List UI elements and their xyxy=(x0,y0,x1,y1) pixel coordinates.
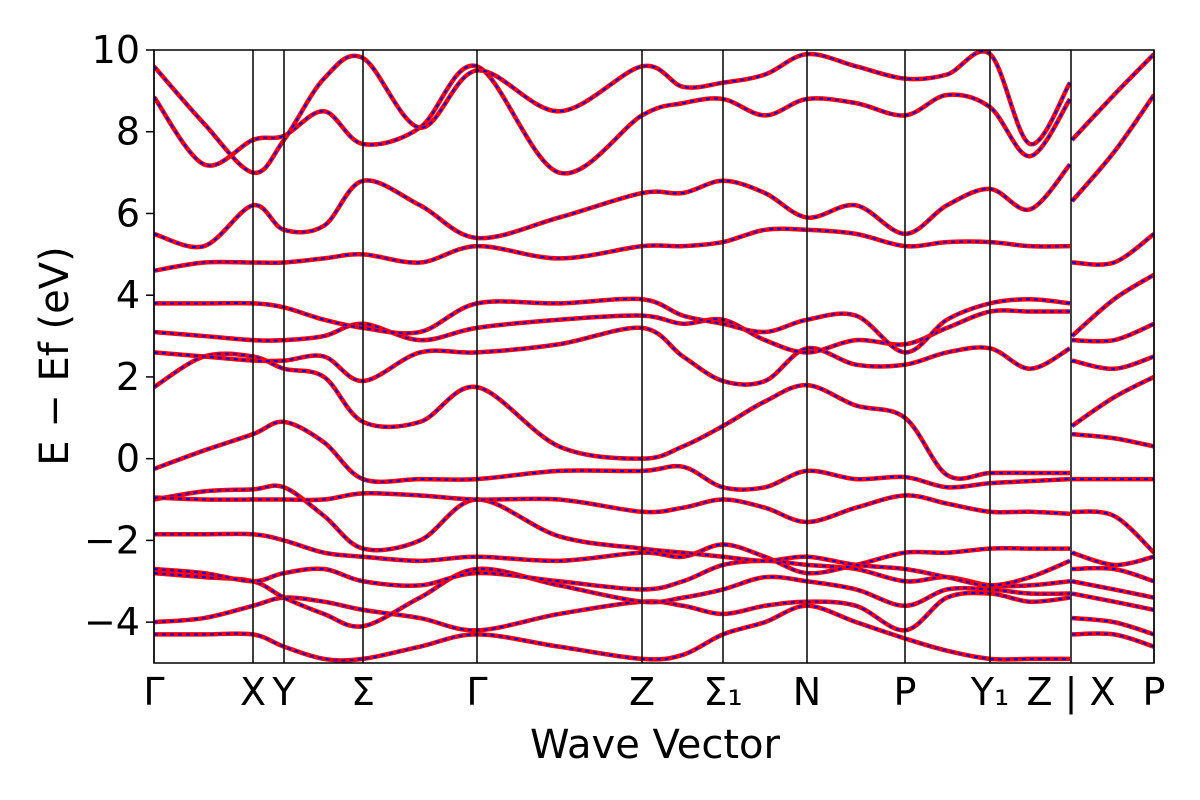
y-tick-label: 2 xyxy=(116,355,140,399)
band-line-dashed xyxy=(154,352,1154,480)
band-line-dashed xyxy=(154,604,1154,662)
band-line-dashed xyxy=(154,532,1154,583)
band-line xyxy=(154,325,1154,428)
x-tick-label: Σ xyxy=(351,670,375,714)
y-tick-label: 8 xyxy=(116,110,140,154)
band-line xyxy=(154,531,1154,584)
x-tick-label: Γ xyxy=(143,670,164,714)
band-line-dashed xyxy=(154,559,1154,599)
y-tick-label: 4 xyxy=(116,273,140,317)
band-line xyxy=(154,308,1154,372)
band-line-dashed xyxy=(154,567,1154,628)
band-line-dashed xyxy=(154,50,1154,174)
band-line-dashed xyxy=(154,163,1154,266)
band-line-dashed xyxy=(154,484,1154,587)
y-axis-label: E − Ef (eV) xyxy=(32,246,78,465)
y-tick-label: −2 xyxy=(84,518,140,562)
band-line-dashed xyxy=(154,227,1154,337)
x-tick-label: Z | X xyxy=(1026,670,1115,715)
band-line-dashed xyxy=(154,326,1154,427)
band-line xyxy=(154,50,1154,175)
band-line-dashed xyxy=(154,309,1154,370)
bands xyxy=(154,50,1154,663)
plot-frame xyxy=(153,49,1155,664)
band-line-dashed xyxy=(154,591,1154,636)
band-line xyxy=(154,351,1154,481)
band-line-dashed xyxy=(154,297,1154,354)
y-tick-label: 10 xyxy=(92,28,140,72)
x-axis-label: Wave Vector xyxy=(530,722,781,768)
x-tick-label: Γ xyxy=(466,670,487,714)
band-line xyxy=(154,162,1154,267)
band-line-dashed xyxy=(154,64,1154,202)
x-tick-label: Z xyxy=(629,670,655,714)
y-tick-label: −4 xyxy=(84,600,140,644)
band-line xyxy=(154,296,1154,355)
x-tick-label: Y xyxy=(271,670,296,714)
x-tick-label: Σ₁ xyxy=(703,670,742,714)
band-line xyxy=(154,603,1154,663)
band-line-dashed xyxy=(154,420,1154,491)
x-tick-label: P xyxy=(1143,670,1166,714)
y-tick-label: 0 xyxy=(116,437,140,481)
x-tick-label: N xyxy=(793,670,821,714)
band-line-dashed xyxy=(154,492,1154,554)
y-tick-label: 6 xyxy=(116,191,140,235)
x-tick-label: P xyxy=(894,670,917,714)
x-tick-label: Y₁ xyxy=(970,670,1009,714)
x-tick-label: X xyxy=(240,670,266,714)
